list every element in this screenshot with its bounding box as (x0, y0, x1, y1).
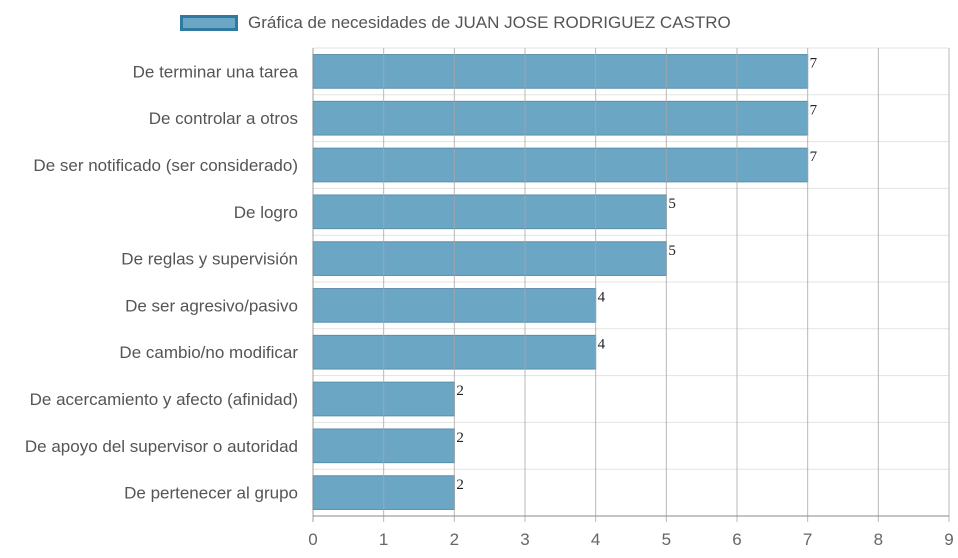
legend-label: Gráfica de necesidades de JUAN JOSE RODR… (248, 13, 731, 32)
category-label: De terminar una tarea (133, 62, 299, 81)
x-tick-label: 2 (450, 530, 459, 549)
bar (312, 241, 667, 276)
data-label: 4 (598, 290, 606, 306)
category-label: De apoyo del supervisor o autoridad (25, 437, 298, 456)
x-tick-label: 1 (379, 530, 388, 549)
x-tick-label: 3 (520, 530, 529, 549)
category-label: De controlar a otros (149, 109, 298, 128)
data-label: 2 (456, 430, 464, 446)
x-tick-label: 0 (308, 530, 317, 549)
category-label: De reglas y supervisión (121, 250, 298, 269)
category-label: De ser notificado (ser considerado) (33, 156, 298, 175)
x-tick-label: 9 (944, 530, 953, 549)
x-tick-label: 4 (591, 530, 600, 549)
category-label: De acercamiento y afecto (afinidad) (30, 390, 298, 409)
data-label: 2 (456, 477, 464, 493)
category-label: De cambio/no modificar (119, 343, 298, 362)
bar (312, 54, 809, 89)
x-tick-label: 8 (874, 530, 883, 549)
chart-legend[interactable]: Gráfica de necesidades de JUAN JOSE RODR… (180, 12, 731, 34)
bar (312, 100, 809, 136)
data-label: 2 (456, 383, 464, 399)
data-label: 4 (598, 336, 606, 352)
legend-swatch (180, 15, 238, 31)
data-label: 7 (810, 149, 818, 165)
category-label: De logro (234, 203, 298, 222)
data-label: 7 (810, 102, 818, 118)
data-label: 5 (668, 243, 676, 259)
x-tick-label: 5 (662, 530, 671, 549)
category-label: De ser agresivo/pasivo (125, 296, 298, 315)
data-label: 5 (668, 196, 676, 212)
x-tick-label: 6 (732, 530, 741, 549)
category-label: De pertenecer al grupo (124, 484, 298, 503)
bar (312, 147, 809, 183)
data-label: 7 (810, 56, 818, 72)
bar (312, 194, 667, 230)
x-tick-label: 7 (803, 530, 812, 549)
